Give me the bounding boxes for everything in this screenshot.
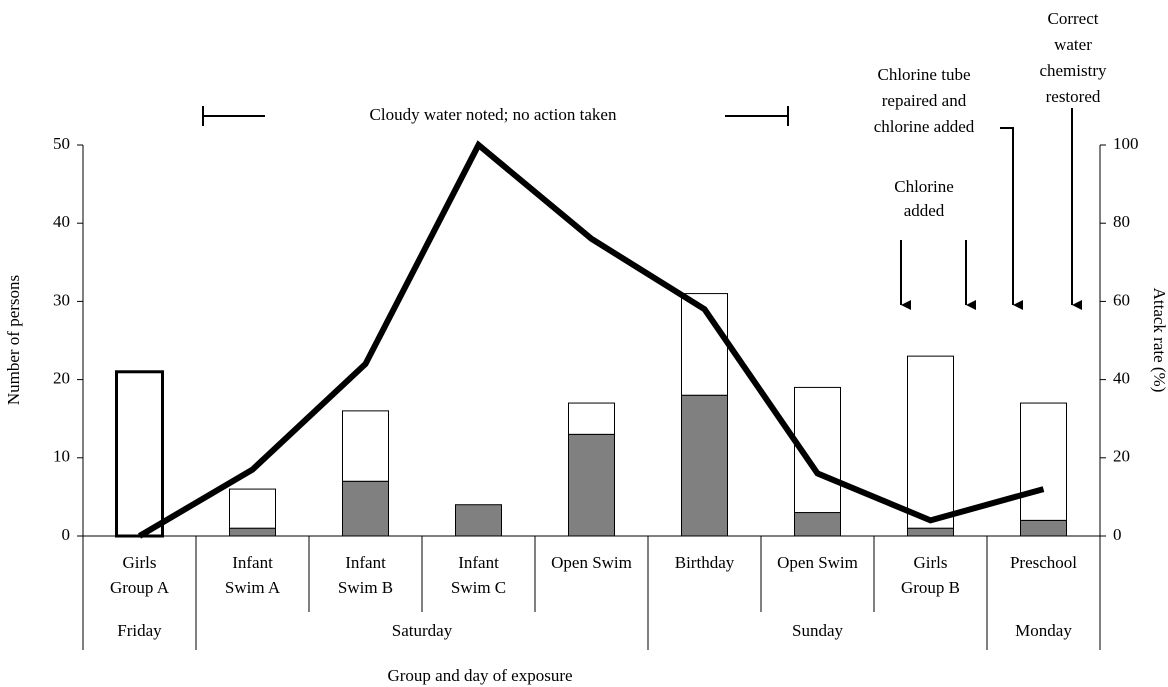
bar — [342, 480, 389, 537]
x-tick-label: Group B — [901, 578, 960, 597]
bracket — [202, 106, 789, 126]
arrows — [900, 108, 1082, 310]
x-tick-label: Preschool — [1010, 553, 1077, 572]
bar — [681, 394, 728, 537]
annotation: chemistry — [1039, 61, 1107, 80]
y-tick-label: 40 — [53, 212, 70, 231]
annotation: Correct — [1048, 9, 1099, 28]
y2-tick-label: 100 — [1113, 134, 1139, 153]
x-tick-label: Girls — [123, 553, 157, 572]
bar — [229, 527, 276, 537]
x-axis-title: Group and day of exposure — [387, 666, 572, 685]
y-tick-label: 30 — [53, 290, 70, 309]
annotation: Cloudy water noted; no action taken — [370, 105, 617, 124]
y2-tick-label: 60 — [1113, 290, 1130, 309]
annotation: restored — [1046, 87, 1101, 106]
bar — [907, 527, 954, 537]
bar — [1020, 519, 1067, 537]
group-label: Monday — [1015, 621, 1072, 640]
y-tick-label: 10 — [53, 447, 70, 466]
y2-axis-title: Attack rate (%) — [1150, 288, 1168, 393]
x-tick-label: Girls — [914, 553, 948, 572]
y-tick-label: 0 — [62, 525, 71, 544]
y-tick-label: 20 — [53, 369, 70, 388]
x-tick-label: Infant — [232, 553, 273, 572]
x-tick-label: Open Swim — [777, 553, 858, 572]
y2-tick-label: 40 — [1113, 369, 1130, 388]
group-label: Sunday — [792, 621, 844, 640]
x-tick-label: Birthday — [675, 553, 735, 572]
annotation: added — [904, 201, 945, 220]
group-label: Friday — [117, 621, 162, 640]
bar — [115, 370, 164, 538]
x-tick-label: Group A — [110, 578, 170, 597]
x-tick-label: Swim A — [225, 578, 281, 597]
bar — [568, 402, 615, 435]
group-label: Saturday — [392, 621, 453, 640]
annotation: chlorine added — [874, 117, 975, 136]
x-tick-label: Infant — [345, 553, 386, 572]
annotation: Chlorine tube — [877, 65, 970, 84]
annotation: Chlorine — [894, 177, 954, 196]
bar — [342, 410, 389, 482]
line — [137, 140, 1045, 539]
y-axis-title: Number of persons — [4, 275, 23, 405]
bar — [568, 433, 615, 537]
x-tick-label: Infant — [458, 553, 499, 572]
bar — [455, 504, 502, 537]
annotation: repaired and — [882, 91, 967, 110]
y2-tick-label: 0 — [1113, 525, 1122, 544]
bar — [907, 355, 954, 529]
y2-tick-label: 80 — [1113, 212, 1130, 231]
y-tick-label: 50 — [53, 134, 70, 153]
bar — [229, 488, 276, 529]
bar — [794, 512, 841, 537]
bar — [1020, 402, 1067, 521]
x-tick-label: Open Swim — [551, 553, 632, 572]
annotation: water — [1054, 35, 1092, 54]
x-tick-label: Swim C — [451, 578, 506, 597]
y2-tick-label: 20 — [1113, 447, 1130, 466]
x-tick-label: Swim B — [338, 578, 393, 597]
